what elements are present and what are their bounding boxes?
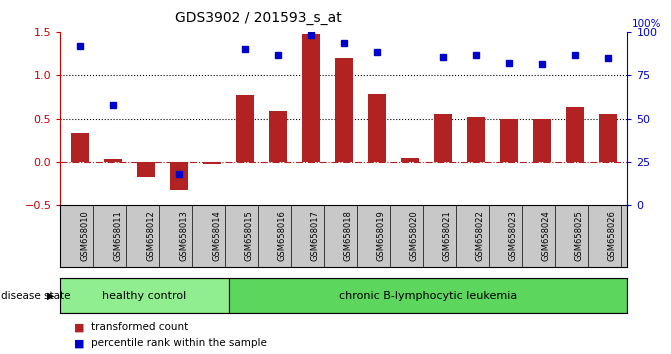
- Text: GSM658019: GSM658019: [377, 210, 386, 261]
- Text: GSM658024: GSM658024: [541, 210, 551, 261]
- Bar: [137, 162, 155, 177]
- Bar: [335, 58, 353, 162]
- Bar: [302, 34, 320, 162]
- Text: GSM658011: GSM658011: [113, 210, 122, 261]
- Text: GSM658012: GSM658012: [146, 210, 155, 261]
- Text: GSM658025: GSM658025: [574, 210, 584, 261]
- Bar: [71, 133, 89, 162]
- Text: GSM658021: GSM658021: [443, 210, 452, 261]
- Text: GSM658015: GSM658015: [245, 210, 254, 261]
- Bar: [599, 114, 617, 162]
- Bar: [433, 114, 452, 162]
- Text: GSM658014: GSM658014: [212, 210, 221, 261]
- Text: transformed count: transformed count: [91, 322, 188, 332]
- Bar: [104, 159, 122, 162]
- Text: GSM658022: GSM658022: [476, 210, 484, 261]
- Bar: [566, 107, 584, 162]
- Text: GSM658010: GSM658010: [80, 210, 89, 261]
- Text: GSM658016: GSM658016: [278, 210, 287, 261]
- Bar: [269, 111, 287, 162]
- Text: percentile rank within the sample: percentile rank within the sample: [91, 338, 266, 348]
- Text: healthy control: healthy control: [102, 291, 187, 301]
- Bar: [60, 278, 229, 313]
- Text: GSM658013: GSM658013: [179, 210, 188, 261]
- Bar: [467, 117, 485, 162]
- Bar: [368, 94, 386, 162]
- Bar: [533, 119, 551, 162]
- Bar: [203, 162, 221, 164]
- Text: 100%: 100%: [631, 19, 661, 29]
- Text: GSM658018: GSM658018: [344, 210, 353, 261]
- Text: GSM658020: GSM658020: [410, 210, 419, 261]
- Text: chronic B-lymphocytic leukemia: chronic B-lymphocytic leukemia: [339, 291, 517, 301]
- Bar: [170, 162, 188, 190]
- Text: ▶: ▶: [46, 291, 54, 301]
- Text: GSM658023: GSM658023: [509, 210, 518, 261]
- Text: ■: ■: [74, 322, 85, 332]
- Text: ■: ■: [74, 338, 85, 348]
- Bar: [500, 119, 518, 162]
- Text: GSM658017: GSM658017: [311, 210, 320, 261]
- Text: GDS3902 / 201593_s_at: GDS3902 / 201593_s_at: [175, 11, 342, 25]
- Text: GSM658026: GSM658026: [608, 210, 617, 261]
- Bar: [229, 278, 627, 313]
- Text: disease state: disease state: [1, 291, 70, 301]
- Bar: [401, 159, 419, 162]
- Bar: [236, 95, 254, 162]
